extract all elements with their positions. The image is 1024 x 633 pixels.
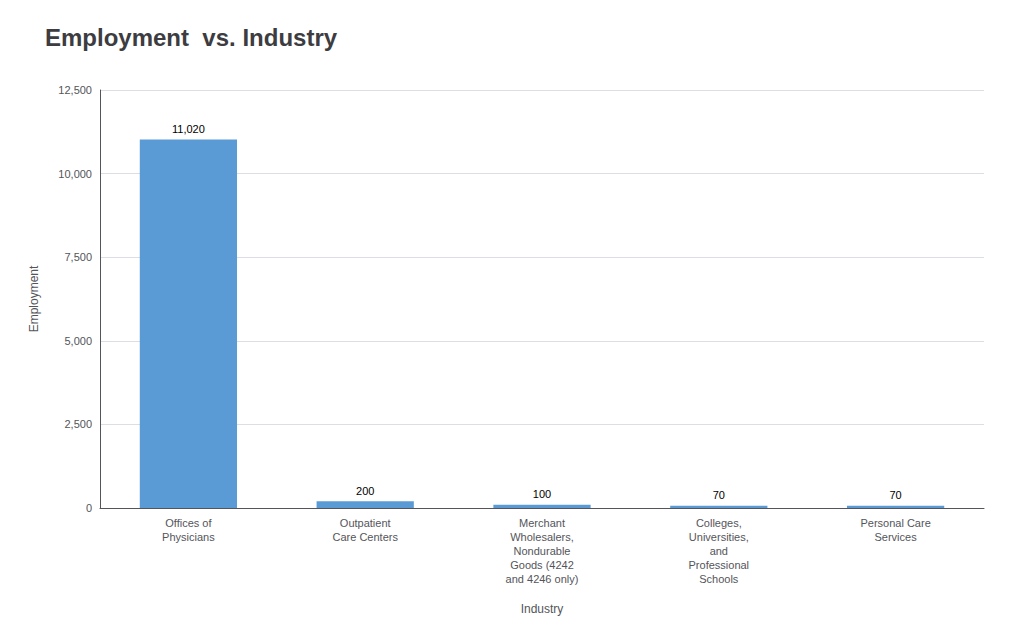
svg-text:70: 70	[889, 489, 901, 501]
svg-text:and 4246 only): and 4246 only)	[506, 573, 579, 585]
svg-text:Schools: Schools	[699, 573, 739, 585]
svg-text:70: 70	[713, 489, 725, 501]
svg-text:Wholesalers,: Wholesalers,	[510, 531, 574, 543]
svg-text:and: and	[710, 545, 728, 557]
svg-text:Professional: Professional	[689, 559, 750, 571]
svg-text:Employment: Employment	[27, 265, 41, 332]
svg-text:Merchant: Merchant	[519, 517, 565, 529]
svg-text:11,020: 11,020	[172, 123, 205, 135]
svg-text:Outpatient: Outpatient	[340, 517, 391, 529]
svg-text:10,000: 10,000	[58, 168, 92, 180]
svg-text:Nondurable: Nondurable	[514, 545, 571, 557]
svg-text:Universities,: Universities,	[689, 531, 749, 543]
svg-text:7,500: 7,500	[64, 251, 92, 263]
svg-text:12,500: 12,500	[58, 84, 92, 96]
svg-text:Colleges,: Colleges,	[696, 517, 742, 529]
svg-text:2,500: 2,500	[64, 418, 92, 430]
svg-text:Care Centers: Care Centers	[332, 531, 398, 543]
svg-text:Employment vs. Industry: Employment vs. Industry	[45, 24, 338, 51]
svg-text:Services: Services	[875, 531, 918, 543]
svg-text:Industry: Industry	[521, 602, 564, 616]
svg-text:0: 0	[86, 502, 92, 514]
svg-text:100: 100	[533, 488, 551, 500]
svg-text:200: 200	[356, 485, 374, 497]
svg-text:Physicians: Physicians	[162, 531, 215, 543]
svg-text:Offices of: Offices of	[165, 517, 212, 529]
svg-text:Goods (4242: Goods (4242	[510, 559, 574, 571]
svg-text:Personal Care: Personal Care	[860, 517, 930, 529]
svg-text:5,000: 5,000	[64, 335, 92, 347]
